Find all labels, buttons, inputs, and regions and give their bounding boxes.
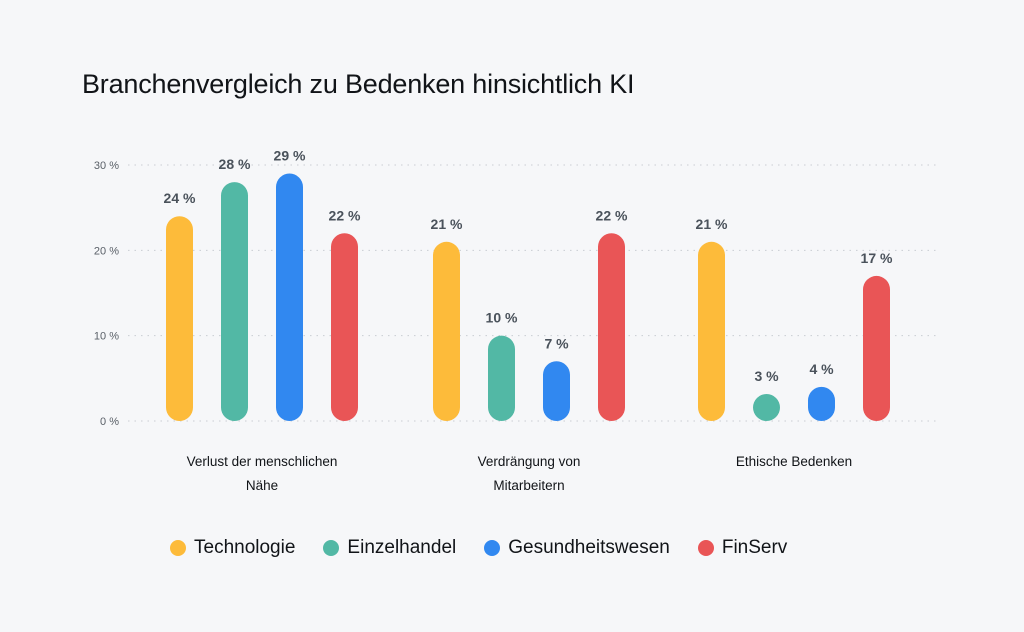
x-category-label: Verlust der menschlichen (187, 454, 338, 469)
legend-label-finserv: FinServ (721, 537, 788, 558)
bar (698, 241, 725, 421)
chart-legend: Technologie Einzelhandel Gesundheitswese… (170, 537, 815, 559)
bar (753, 394, 780, 421)
bar (433, 241, 460, 421)
data-label: 4 % (809, 361, 834, 377)
y-tick-label: 20 % (94, 245, 119, 257)
legend-item-finserv[interactable]: FinServ (697, 537, 788, 559)
data-label: 22 % (329, 207, 361, 223)
y-tick-label: 30 % (94, 160, 119, 172)
legend-swatch-finserv (697, 540, 714, 556)
y-tick-label: 0 % (100, 416, 119, 428)
data-label: 28 % (219, 156, 251, 172)
bar (276, 173, 303, 421)
bar (166, 216, 193, 421)
bar (488, 335, 515, 421)
data-label: 3 % (754, 368, 779, 384)
x-category-label: Verdrängung von (478, 454, 581, 469)
x-category-label: Mitarbeitern (493, 478, 564, 493)
bar (331, 233, 358, 421)
chart-title: Branchenvergleich zu Bedenken hinsichtli… (82, 69, 635, 99)
legend-label-technologie: Technologie (194, 537, 296, 558)
data-label: 21 % (431, 216, 463, 232)
data-label: 21 % (696, 216, 728, 232)
legend-swatch-technologie (170, 540, 186, 556)
data-label: 7 % (544, 335, 569, 351)
x-category-label: Nähe (246, 478, 278, 493)
y-tick-label: 10 % (94, 331, 119, 343)
bar (221, 182, 248, 421)
data-label: 10 % (486, 310, 518, 326)
legend-item-technologie[interactable]: Technologie (170, 537, 295, 559)
legend-swatch-gesundheitswesen (484, 540, 501, 556)
bar (598, 233, 625, 421)
data-label: 29 % (274, 148, 306, 164)
bar (543, 361, 570, 421)
bar (863, 275, 890, 421)
data-label: 22 % (596, 207, 628, 223)
data-label: 24 % (164, 190, 196, 206)
legend-label-einzelhandel: Einzelhandel (347, 537, 457, 558)
data-label: 17 % (861, 250, 893, 266)
legend-item-gesundheitswesen[interactable]: Gesundheitswesen (484, 537, 670, 559)
bar (808, 386, 835, 421)
legend-item-einzelhandel[interactable]: Einzelhandel (323, 537, 456, 559)
legend-label-gesundheitswesen: Gesundheitswesen (508, 537, 670, 558)
x-category-label: Ethische Bedenken (736, 454, 852, 469)
legend-swatch-einzelhandel (323, 540, 340, 556)
